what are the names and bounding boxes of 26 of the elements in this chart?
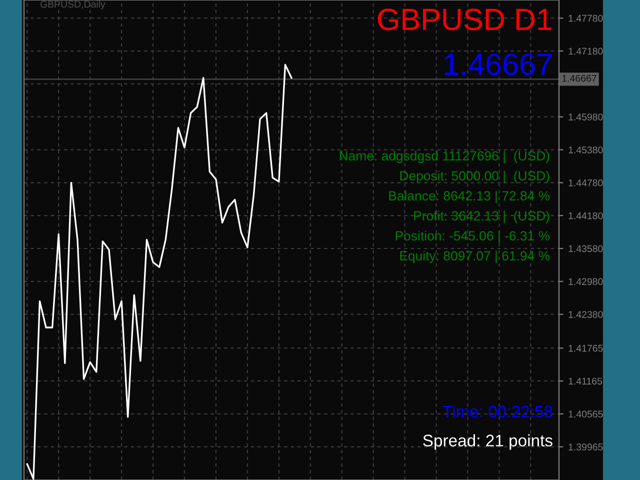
y-tick-label: 1.41765: [568, 344, 603, 352]
y-tick-label: 1.44780: [568, 179, 603, 186]
y-tick-label: 1.44180: [568, 212, 603, 220]
y-tick-label: 1.45980: [568, 114, 603, 120]
annotation: Time: 00:22:58: [442, 405, 552, 418]
y-tick-label: 1.39965: [568, 444, 603, 450]
annotation: Name: adgsdgsd 11127696 | (USD): [340, 150, 550, 164]
y-tick-label: 1.47180: [568, 48, 603, 55]
annotation: Equity: 8097.07 | 61.94 %: [400, 250, 550, 264]
ref-line-label: 1.46667: [562, 74, 596, 82]
y-tick-label: 1.42380: [568, 311, 603, 318]
y-tick-label: 1.42980: [568, 278, 603, 286]
y-tick-label: 1.40565: [568, 410, 603, 418]
annotation: Deposit: 5000.00 | (USD): [400, 170, 550, 184]
y-tick-label: 1.47780: [568, 14, 603, 22]
y-tick-label: 1.43580: [568, 245, 603, 252]
annotation: Balance: 8642.13 | 72.84 %: [389, 190, 550, 204]
y-tick-label: 1.41165: [568, 378, 602, 385]
annotation: Spread: 21 points: [423, 434, 552, 450]
chart-title: GBPUSD D1: [378, 8, 552, 30]
annotation: 1.46667: [444, 54, 552, 76]
chart-subtitle: GBPUSD,Daily: [40, 0, 106, 10]
y-tick-label: 1.45380: [568, 146, 603, 154]
annotation: Position: -545.06 | -6.31 %: [396, 230, 550, 244]
line-series: [26, 64, 292, 480]
annotation: Profit: 3642.13 | (USD): [414, 210, 550, 224]
